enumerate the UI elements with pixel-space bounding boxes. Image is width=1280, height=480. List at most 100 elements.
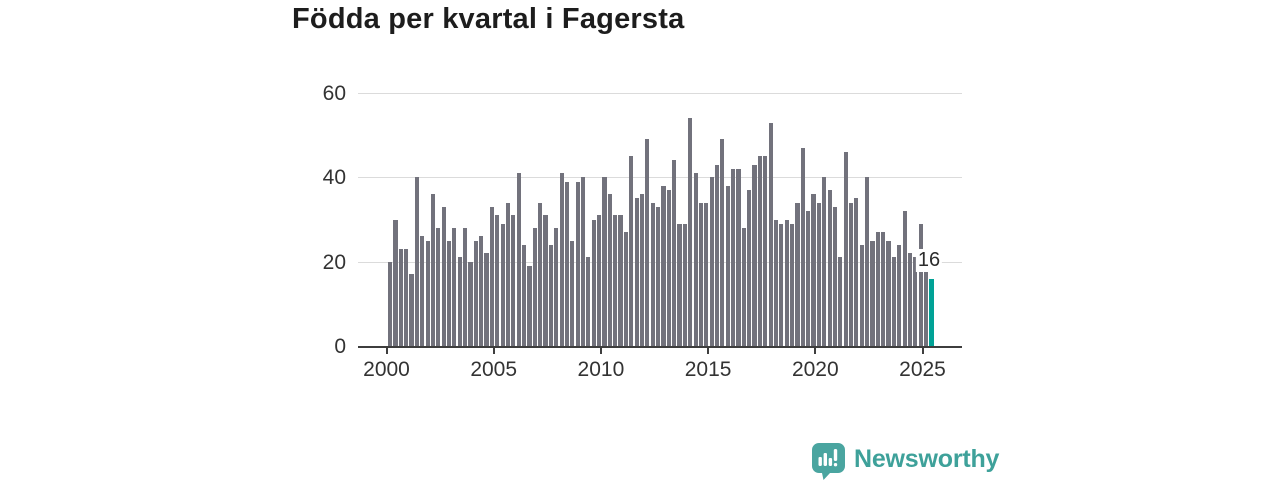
bar xyxy=(452,227,457,346)
bar xyxy=(747,189,752,346)
bar xyxy=(430,194,436,346)
bar xyxy=(811,194,816,346)
bar xyxy=(580,177,586,346)
bar xyxy=(832,206,838,346)
bar xyxy=(575,181,580,346)
bar xyxy=(816,202,821,346)
chart-title: Födda per kvartal i Fagersta xyxy=(292,3,685,35)
bar xyxy=(414,177,419,346)
bar xyxy=(629,156,634,346)
bar xyxy=(420,236,425,346)
bar xyxy=(757,156,762,346)
x-tick-2020 xyxy=(814,348,817,354)
bar xyxy=(543,215,548,346)
last-value-label: 16 xyxy=(915,249,943,272)
bar xyxy=(698,202,704,346)
bar xyxy=(436,227,441,346)
plot-area: 0 20 40 60 2000 2005 2010 2015 2020 2025 16 xyxy=(323,83,962,381)
bar xyxy=(897,244,902,346)
x-tick-2025 xyxy=(921,348,924,354)
bar xyxy=(505,202,511,346)
bar xyxy=(870,240,875,346)
bar xyxy=(441,206,446,346)
bar xyxy=(720,139,725,346)
x-tick-2005 xyxy=(492,348,495,354)
bar xyxy=(495,215,500,346)
bar xyxy=(607,194,612,346)
bar xyxy=(795,202,800,346)
bar xyxy=(500,223,505,346)
bar xyxy=(800,147,805,346)
x-tick-2015 xyxy=(707,348,710,354)
y-tick-label-0: 0 xyxy=(334,335,346,358)
bar xyxy=(924,270,929,346)
bar xyxy=(881,232,886,346)
bar xyxy=(479,236,484,346)
bar xyxy=(822,177,827,346)
bar xyxy=(875,232,880,346)
bar xyxy=(752,164,757,346)
bar xyxy=(639,194,645,346)
bar xyxy=(463,227,468,346)
y-tick-label-40: 40 xyxy=(322,166,346,190)
bar xyxy=(554,227,559,346)
y-tick-label-60: 60 xyxy=(322,82,346,105)
bar xyxy=(677,223,682,346)
bar xyxy=(773,219,779,346)
bar xyxy=(741,227,746,346)
bar xyxy=(473,240,478,346)
bar xyxy=(827,189,832,346)
bar xyxy=(425,240,430,346)
bar xyxy=(736,168,741,346)
gridline-60 xyxy=(358,93,962,94)
bar xyxy=(527,265,532,346)
bar xyxy=(623,232,628,346)
bar xyxy=(918,223,923,346)
bar xyxy=(489,206,494,346)
bar xyxy=(548,244,553,346)
bar xyxy=(666,189,671,346)
bar xyxy=(398,249,403,346)
bar xyxy=(532,227,537,346)
brand-name: Newsworthy xyxy=(854,445,1000,473)
gridline-40 xyxy=(358,177,962,179)
highlight-bar xyxy=(929,278,934,346)
bar xyxy=(591,219,596,346)
bar xyxy=(725,185,730,346)
x-tick-label-2025: 2025 xyxy=(899,358,946,381)
brand-footer[interactable]: Newsworthy xyxy=(812,443,999,480)
bar xyxy=(393,219,398,346)
bar xyxy=(902,211,907,346)
bar xyxy=(511,215,516,346)
bar xyxy=(586,257,591,346)
bar xyxy=(516,173,521,346)
bar xyxy=(714,164,720,346)
y-tick-label-20: 20 xyxy=(322,250,346,274)
bar xyxy=(907,253,913,346)
bar xyxy=(388,261,393,346)
bar xyxy=(806,211,811,346)
bar xyxy=(618,215,623,346)
bar xyxy=(709,177,714,346)
bar xyxy=(731,168,736,346)
x-axis-line xyxy=(358,345,962,348)
bar xyxy=(404,249,409,346)
bar xyxy=(602,177,607,346)
x-tick-2000 xyxy=(385,348,388,354)
bar xyxy=(656,206,661,346)
bar xyxy=(913,257,918,346)
bar xyxy=(634,198,639,346)
x-tick-label-2005: 2005 xyxy=(470,358,518,381)
bar xyxy=(645,139,650,346)
bar xyxy=(886,240,891,346)
bar xyxy=(779,223,784,346)
bar xyxy=(704,202,709,346)
bar xyxy=(484,253,489,346)
bar xyxy=(661,185,666,346)
bar xyxy=(446,240,452,346)
bar xyxy=(538,202,543,346)
bar xyxy=(763,156,768,346)
bar xyxy=(597,215,602,346)
bar xyxy=(891,257,896,346)
